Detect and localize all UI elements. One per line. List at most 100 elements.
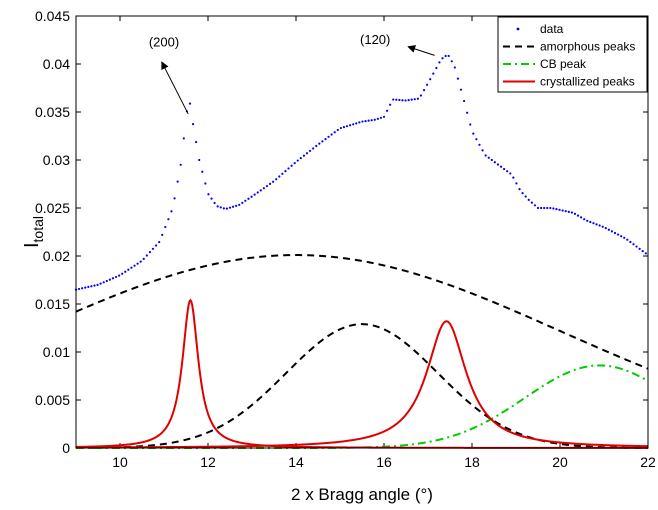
data-point xyxy=(308,149,312,152)
y-axis-label-main: I xyxy=(21,242,43,248)
data-point xyxy=(607,228,610,231)
data-point xyxy=(450,60,453,63)
legend-item: data xyxy=(516,22,564,36)
plot-frame xyxy=(75,15,649,449)
data-point xyxy=(296,159,299,162)
annotations: (200) (120) xyxy=(149,32,435,115)
data-point xyxy=(259,189,262,192)
data-point xyxy=(154,244,158,247)
data-point xyxy=(235,204,238,207)
data-point xyxy=(447,54,450,58)
data-point xyxy=(361,120,364,123)
data-point xyxy=(373,118,376,121)
data-point xyxy=(512,176,515,179)
data-point xyxy=(487,156,490,159)
y-tick-label: 0.03 xyxy=(43,152,70,168)
data-point xyxy=(219,206,222,209)
data-point xyxy=(533,204,537,207)
data-point xyxy=(213,201,216,205)
data-point xyxy=(231,205,235,208)
data-point xyxy=(635,245,638,248)
data-point xyxy=(610,230,614,233)
data-point xyxy=(398,98,401,102)
data-point xyxy=(84,286,87,289)
data-point xyxy=(601,225,604,228)
data-point xyxy=(546,206,549,210)
data-point xyxy=(432,72,435,75)
data-point xyxy=(108,278,111,281)
data-point xyxy=(179,163,182,166)
data-point xyxy=(148,251,152,254)
data-point xyxy=(379,116,383,119)
data-point xyxy=(145,254,148,257)
data-point xyxy=(349,124,352,127)
data-point xyxy=(210,197,213,200)
data-point xyxy=(198,158,201,162)
legend-swatch xyxy=(516,27,520,31)
legend-items: data amorphous peaks CB peak crystallized p… xyxy=(503,22,635,89)
data-point xyxy=(573,212,577,215)
data-point xyxy=(613,231,617,235)
data-point xyxy=(207,193,210,196)
legend-label: crystallized peaks xyxy=(540,75,635,89)
data-point xyxy=(392,98,395,101)
data-point xyxy=(364,119,367,123)
data-point xyxy=(555,208,558,211)
data-point xyxy=(121,272,124,275)
data-point xyxy=(102,281,105,284)
data-point xyxy=(576,214,580,217)
data-point xyxy=(527,198,530,201)
data-point xyxy=(580,216,583,219)
data-point xyxy=(478,143,481,146)
data-point xyxy=(173,197,176,200)
data-point xyxy=(81,287,84,290)
data-point xyxy=(407,99,410,102)
data-point xyxy=(441,57,444,60)
x-axis-label: 2 x Bragg angle (°) xyxy=(291,485,433,504)
data-point xyxy=(367,119,370,122)
y-tick-label: 0 xyxy=(62,440,70,456)
y-axis-label: Itotal xyxy=(21,216,46,248)
data-point xyxy=(422,89,426,92)
data-point xyxy=(530,201,533,204)
data-point xyxy=(567,210,570,213)
data-point xyxy=(604,227,607,230)
data-point xyxy=(312,147,315,150)
data-point xyxy=(250,195,253,198)
annotation-label: (120) xyxy=(360,32,390,47)
data-point xyxy=(626,238,629,241)
data-point xyxy=(539,206,543,210)
legend: data amorphous peaks CB peak crystallized p… xyxy=(497,16,648,93)
data-point xyxy=(444,54,447,58)
data-point xyxy=(438,61,441,64)
data-point xyxy=(164,225,167,229)
data-point xyxy=(327,135,330,138)
data-point xyxy=(77,287,81,291)
data-point xyxy=(342,126,346,129)
data-point xyxy=(521,192,524,195)
y-tick-label: 0.015 xyxy=(35,296,70,312)
data-point xyxy=(87,285,90,289)
data-point xyxy=(127,268,130,271)
data-point xyxy=(503,167,506,171)
data-point xyxy=(401,99,404,102)
data-point xyxy=(284,170,287,173)
data-point xyxy=(589,220,592,224)
legend-box xyxy=(497,16,648,93)
data-point xyxy=(161,233,164,236)
data-point xyxy=(275,178,278,181)
data-point xyxy=(481,149,484,152)
data-point xyxy=(182,137,185,140)
data-point xyxy=(496,163,500,166)
data-point xyxy=(105,279,108,283)
data-point xyxy=(413,98,416,101)
data-point xyxy=(158,240,161,244)
data-point xyxy=(188,102,192,105)
y-tick-labels: 0 0.005 0.01 0.015 0.02 0.025 0.03 0.035 0.04 0.0… xyxy=(35,8,70,456)
data-point xyxy=(151,247,155,250)
data-point xyxy=(376,117,379,120)
data-point xyxy=(93,284,96,287)
data-point xyxy=(278,175,281,178)
data-point xyxy=(570,211,573,214)
data-point xyxy=(345,125,349,128)
